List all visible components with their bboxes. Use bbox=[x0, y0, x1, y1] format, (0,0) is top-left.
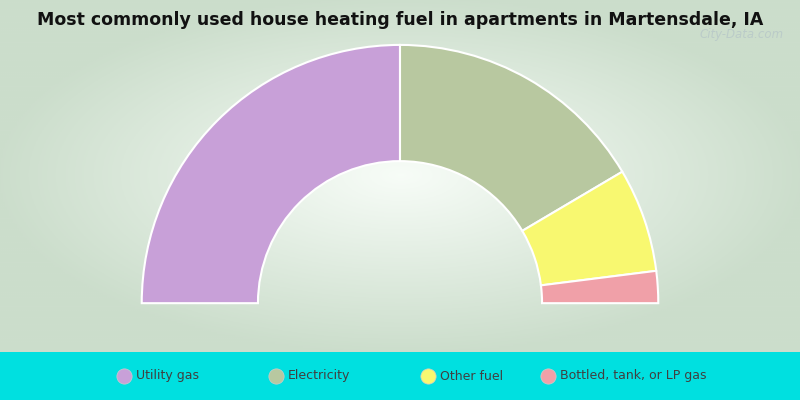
Text: Electricity: Electricity bbox=[288, 370, 350, 382]
Wedge shape bbox=[541, 271, 658, 303]
Wedge shape bbox=[142, 45, 400, 303]
Text: Bottled, tank, or LP gas: Bottled, tank, or LP gas bbox=[560, 370, 706, 382]
Text: Utility gas: Utility gas bbox=[136, 370, 199, 382]
Text: Most commonly used house heating fuel in apartments in Martensdale, IA: Most commonly used house heating fuel in… bbox=[37, 10, 763, 28]
Text: Other fuel: Other fuel bbox=[440, 370, 503, 382]
Wedge shape bbox=[400, 45, 622, 231]
Wedge shape bbox=[522, 172, 656, 285]
Text: City-Data.com: City-Data.com bbox=[700, 28, 784, 41]
